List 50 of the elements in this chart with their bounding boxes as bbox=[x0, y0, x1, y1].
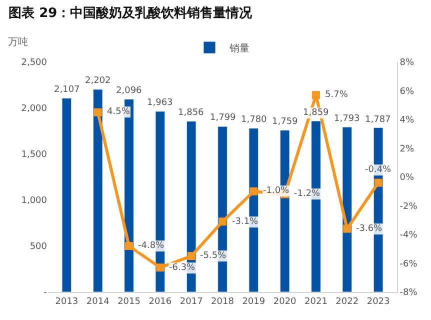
data-label: -0.4% bbox=[365, 165, 392, 175]
y2-tick-label: 8% bbox=[400, 58, 415, 68]
x-tick-label: 2017 bbox=[180, 296, 203, 307]
y-axis-title: 万吨 bbox=[8, 36, 28, 48]
data-label: -5.5% bbox=[200, 251, 227, 261]
data-label: 1,856 bbox=[178, 108, 204, 118]
data-label: -3.1% bbox=[232, 217, 259, 227]
data-label: -3.6% bbox=[356, 224, 383, 234]
data-label: 1,759 bbox=[272, 117, 298, 127]
chart-title: 图表 29：中国酸奶及乳酸饮料销售量情况 bbox=[8, 5, 254, 22]
y2-tick-label: 4% bbox=[400, 116, 415, 126]
y2-tick-label: 6% bbox=[400, 86, 415, 97]
y2-tick-label: -8% bbox=[400, 288, 418, 298]
data-label: 4.5% bbox=[107, 107, 130, 117]
data-label: 5.7% bbox=[325, 90, 348, 100]
x-tick-label: 2014 bbox=[86, 296, 110, 307]
data-label: 1,799 bbox=[210, 113, 236, 123]
y-tick-label: - bbox=[44, 288, 47, 298]
data-label: -1.0% bbox=[263, 186, 290, 196]
data-label: 1,787 bbox=[365, 115, 391, 125]
x-tick-label: 2016 bbox=[148, 296, 172, 307]
x-tick-label: 2015 bbox=[118, 296, 140, 307]
x-tick-label: 2023 bbox=[366, 296, 390, 307]
x-tick-label: 2018 bbox=[211, 296, 234, 307]
y-tick-label: 1,000 bbox=[21, 196, 48, 206]
y-tick-label: 500 bbox=[30, 242, 48, 252]
data-label: -6.3% bbox=[169, 263, 196, 273]
y2-tick-label: -6% bbox=[400, 259, 418, 270]
legend-label: 销量 bbox=[228, 43, 250, 54]
data-label: 2,096 bbox=[116, 86, 142, 96]
data-label: 1,859 bbox=[303, 108, 330, 118]
data-label: 2,202 bbox=[85, 76, 111, 86]
data-label: 1,793 bbox=[334, 114, 360, 124]
data-label: 1,963 bbox=[147, 98, 173, 108]
y-tick-label: 2,000 bbox=[21, 104, 48, 114]
y-tick-label: 2,500 bbox=[21, 58, 48, 68]
x-tick-label: 2020 bbox=[273, 296, 297, 307]
y2-tick-label: 2% bbox=[400, 144, 415, 154]
y2-tick-label: 0% bbox=[400, 173, 415, 184]
data-label: -1.2% bbox=[294, 189, 321, 199]
x-tick-label: 2021 bbox=[304, 296, 328, 307]
data-label: 1,780 bbox=[241, 115, 268, 125]
x-tick-label: 2013 bbox=[55, 296, 78, 307]
x-tick-label: 2019 bbox=[242, 296, 266, 307]
x-tick-label: 2022 bbox=[336, 296, 359, 307]
y2-tick-label: -4% bbox=[400, 230, 418, 241]
y2-tick-label: -2% bbox=[400, 202, 418, 212]
y-tick-label: 1,500 bbox=[21, 150, 48, 160]
data-label: -4.8% bbox=[138, 241, 165, 251]
data-label: 2,107 bbox=[54, 85, 80, 95]
